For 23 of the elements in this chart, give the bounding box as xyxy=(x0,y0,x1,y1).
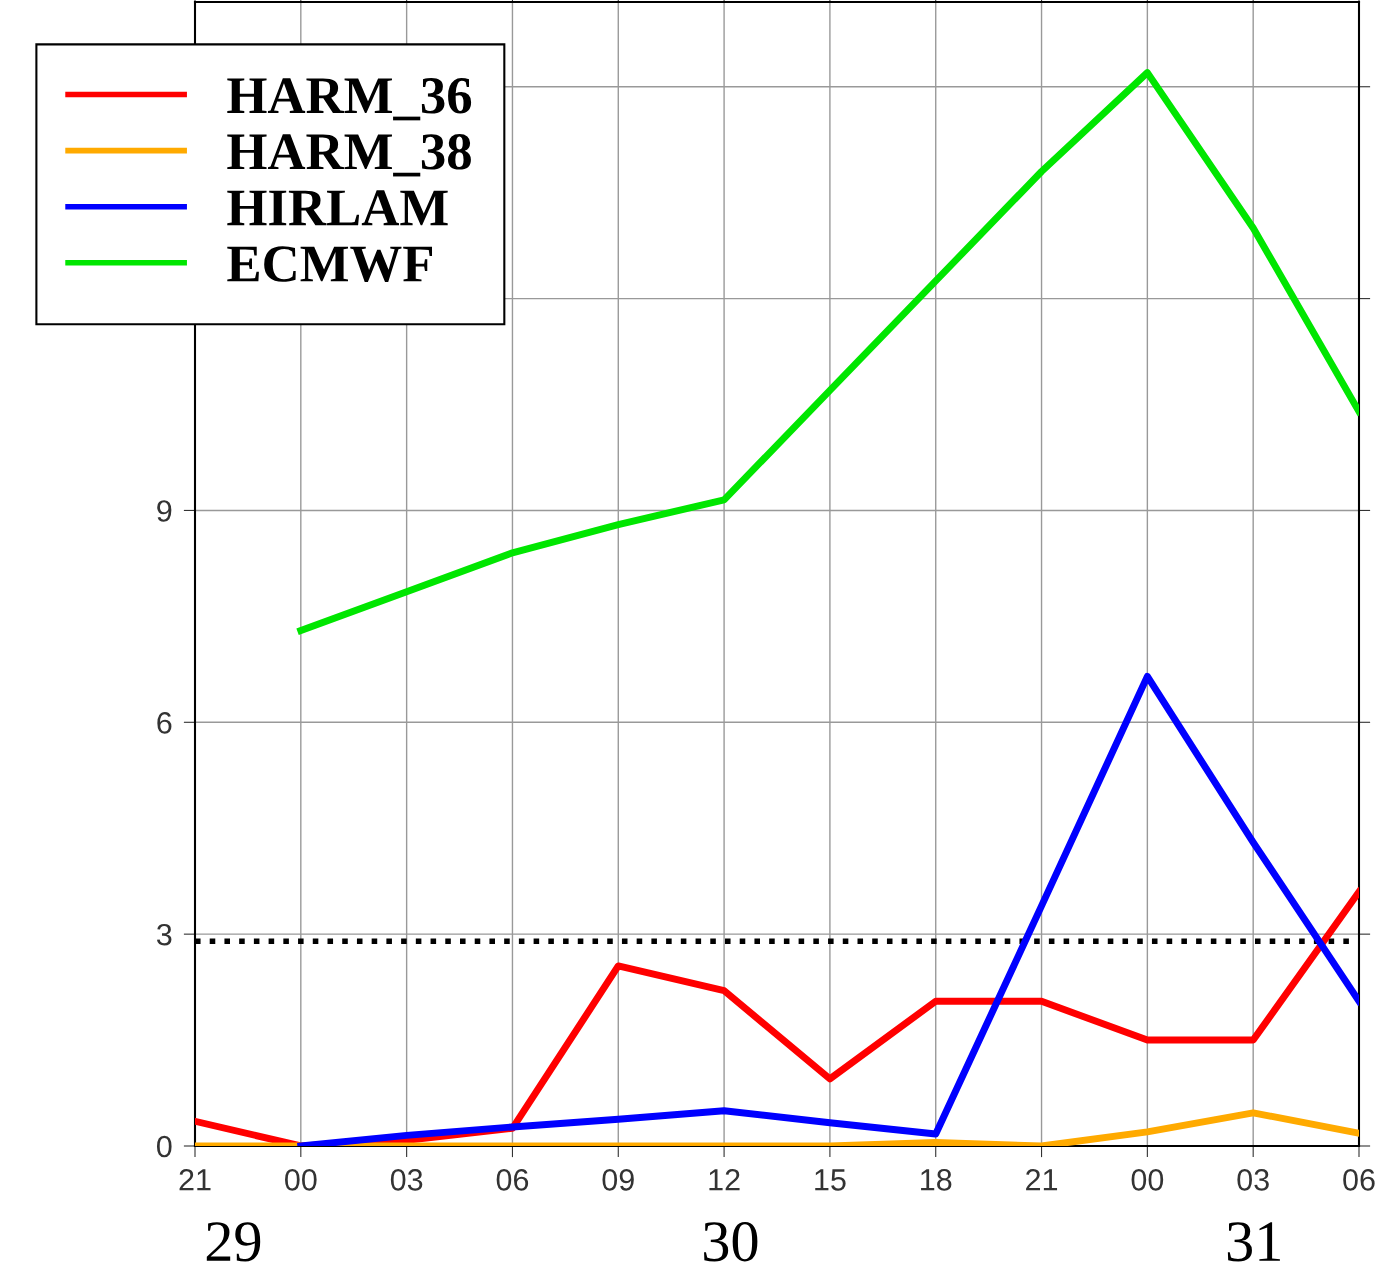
y-tick-label: 6 xyxy=(157,712,172,734)
x-tick-label: 21 xyxy=(1026,1169,1058,1191)
legend-label: HARM_38 xyxy=(227,134,471,177)
x-tick-label: 21 xyxy=(179,1169,211,1191)
x-tick-label: 00 xyxy=(285,1169,317,1191)
y-tick-label: 0 xyxy=(156,1135,172,1158)
x-tick-label: 03 xyxy=(1237,1169,1269,1191)
x-tick-label: 00 xyxy=(1131,1169,1164,1191)
x-tick-label: 12 xyxy=(709,1169,740,1191)
legend-label: HIRLAM xyxy=(227,190,448,226)
legend-label: ECMWF xyxy=(227,246,433,283)
x-tick-label: 06 xyxy=(1343,1169,1375,1191)
legend-label: HARM_36 xyxy=(227,78,472,121)
x-tick-label: 15 xyxy=(815,1169,846,1191)
text: 31 xyxy=(1227,1222,1280,1262)
x-tick-label: 18 xyxy=(921,1169,952,1191)
y-tick-label: 3 xyxy=(156,923,172,946)
x-tick-label: 09 xyxy=(602,1169,634,1191)
y-tick-label: 9 xyxy=(157,500,172,522)
x-tick-label: 03 xyxy=(390,1169,423,1191)
x-tick-label: 06 xyxy=(496,1169,529,1191)
text: 29 xyxy=(206,1222,261,1262)
text: 30 xyxy=(704,1222,758,1262)
